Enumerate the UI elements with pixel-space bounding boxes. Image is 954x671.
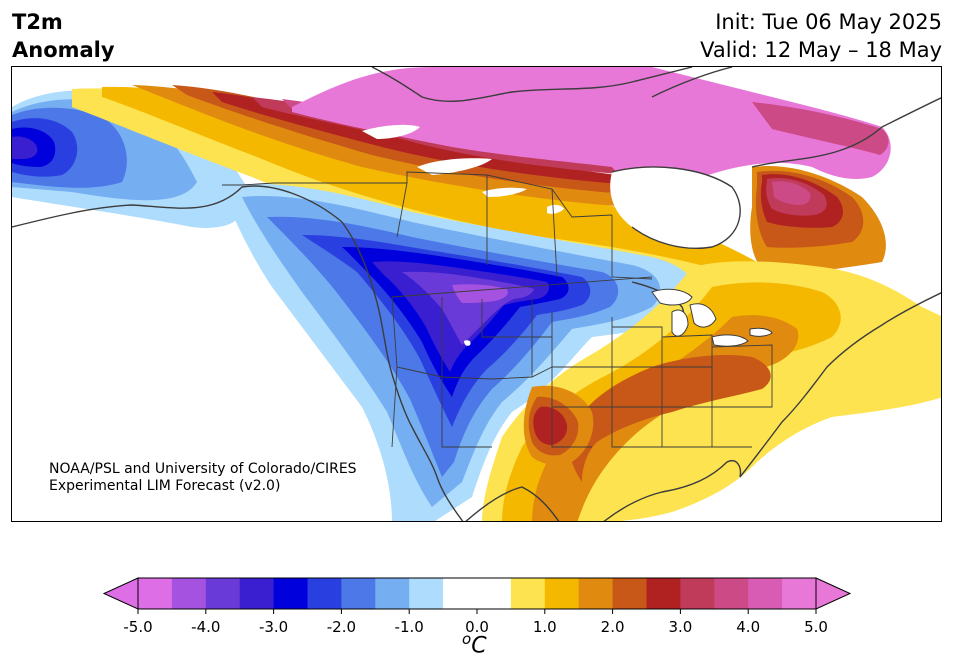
colorbar-tick-label: -1.0 [395, 618, 424, 636]
title-quantity: Anomaly [12, 38, 115, 62]
credit-line-2: Experimental LIM Forecast (v2.0) [49, 478, 281, 494]
great-lakes [651, 288, 773, 347]
colorbar-unit-label: oC [462, 630, 487, 658]
colorbar-swatch [443, 578, 512, 609]
colorbar-swatch [307, 578, 342, 609]
colorbar-swatch [510, 578, 546, 609]
colorbar-swatch [409, 578, 444, 609]
colorbar-tick-label: -4.0 [191, 618, 220, 636]
colorbar-unit-o: o [462, 630, 472, 648]
colorbar-tick-label: -3.0 [259, 618, 288, 636]
colorbar-swatch [273, 578, 308, 609]
colorbar-tick-label: -5.0 [123, 618, 152, 636]
colorbar-swatch [646, 578, 681, 609]
colorbar-tick-label: 5.0 [804, 618, 828, 636]
colorbar-tick-label: 4.0 [736, 618, 760, 636]
colorbar-swatch [612, 578, 647, 609]
colorbar-under-arrow [102, 577, 139, 610]
map-panel [11, 66, 942, 522]
map-title: T2m Anomaly [12, 8, 115, 64]
colorbar-tick-label: 3.0 [668, 618, 692, 636]
colorbar-ticks: -5.0 -4.0 -3.0 -2.0 -1.0 0.0 1.0 2.0 3.0 4.0 5.0 [123, 609, 828, 636]
colorbar-swatch [748, 578, 783, 609]
colorbar-swatch [239, 578, 275, 609]
colorbar: -5.0 -4.0 -3.0 -2.0 -1.0 0.0 1.0 2.0 3.0 4.0 5.0 [102, 577, 852, 636]
colorbar-swatch [138, 578, 173, 609]
credit-text: NOAA/PSL and University of Colorado/CIRE… [49, 461, 357, 495]
colorbar-unit-c: C [471, 633, 487, 659]
colorbar-swatch [578, 578, 614, 609]
forecast-dates: Init: Tue 06 May 2025 Valid: 12 May – 18… [700, 8, 942, 64]
anomaly-field-central-cold [222, 183, 696, 521]
colorbar-tick-label: -2.0 [327, 618, 356, 636]
colorbar-swatch [171, 578, 207, 609]
credit-line-1: NOAA/PSL and University of Colorado/CIRE… [49, 461, 357, 477]
colorbar-swatch [341, 578, 376, 609]
colorbar-tick-label: 2.0 [601, 618, 625, 636]
colorbar-over-arrow [815, 577, 852, 610]
anomaly-field-east-warm [482, 261, 941, 521]
colorbar-swatch [782, 578, 817, 609]
colorbar-swatch [375, 578, 410, 609]
colorbar-swatch [680, 578, 715, 609]
coastlines [12, 67, 941, 521]
colorbar-swatch [205, 578, 241, 609]
valid-range: Valid: 12 May – 18 May [700, 38, 942, 62]
colorbar-tick-label: 1.0 [533, 618, 557, 636]
political-borders [222, 171, 773, 448]
colorbar-swatches [102, 577, 852, 610]
colorbar-swatch [714, 578, 749, 609]
init-date: Init: Tue 06 May 2025 [715, 10, 942, 34]
title-variable: T2m [12, 10, 63, 34]
colorbar-tick-label: 0.0 [465, 618, 489, 636]
anomaly-map [12, 67, 941, 521]
colorbar-swatch [544, 578, 580, 609]
